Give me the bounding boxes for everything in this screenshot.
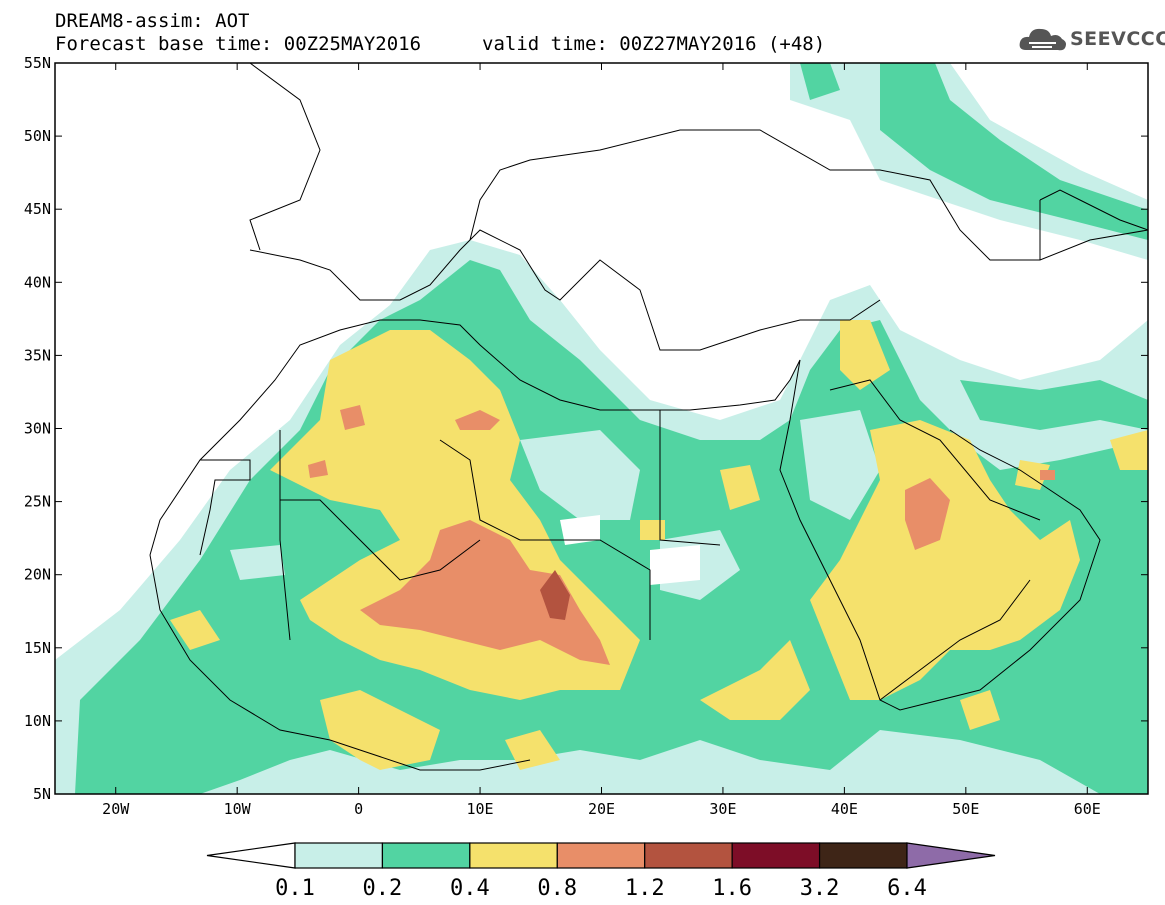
seevccc-logo: SEEVCCC (1018, 24, 1165, 56)
lat-tick-label: 5N (33, 785, 51, 803)
colorbar-label: 0.8 (537, 876, 577, 901)
latitude-axis: 5N 10N 15N 20N 25N 30N 35N 40N 45N 50N 55N (24, 54, 1148, 803)
colorbar-label: 0.2 (363, 876, 403, 901)
coastlines (149, 63, 1148, 771)
colorbar-label: 3.2 (800, 876, 840, 901)
lon-tick-label: 50E (952, 800, 979, 818)
lat-tick-label: 30N (24, 420, 51, 438)
colorbar-label: 1.2 (625, 876, 665, 901)
lat-tick-label: 20N (24, 566, 51, 584)
longitude-axis: 20W 10W 0 10E 20E 30E 40E 50E 60E (102, 63, 1101, 818)
valid-time: valid time: 00Z27MAY2016 (+48) (482, 33, 826, 55)
chart-title: DREAM8-assim: AOT (55, 10, 250, 32)
lon-tick-label: 30E (709, 800, 736, 818)
lat-tick-label: 35N (24, 346, 51, 364)
colorbar-segment (469, 842, 558, 869)
colorbar-segment (906, 842, 996, 869)
colorbar-segment (381, 842, 471, 869)
colorbar-segment (644, 842, 733, 869)
lon-tick-label: 10E (467, 800, 494, 818)
colorbar-label: 0.4 (450, 876, 490, 901)
lat-tick-label: 50N (24, 127, 51, 145)
lon-tick-label: 10W (224, 800, 252, 818)
lon-tick-label: 20W (102, 800, 130, 818)
lon-tick-label: 20E (588, 800, 615, 818)
colorbar-segment (818, 842, 908, 869)
lon-tick-label: 60E (1074, 800, 1101, 818)
cloud-icon (1019, 28, 1066, 51)
lat-tick-label: 45N (24, 200, 51, 218)
lat-tick-label: 40N (24, 273, 51, 291)
colorbar-label: 6.4 (887, 876, 927, 901)
lat-tick-label: 15N (24, 639, 51, 657)
colorbar-segment (206, 842, 296, 869)
lat-tick-label: 55N (24, 54, 51, 72)
forecast-base-time: Forecast base time: 00Z25MAY2016 (55, 33, 422, 55)
colorbar-label: 0.1 (275, 876, 315, 901)
colorbar-segment (294, 842, 384, 869)
colorbar-segment (731, 842, 821, 869)
lat-tick-label: 25N (24, 493, 51, 511)
colorbar-segment (556, 842, 646, 869)
lat-tick-label: 10N (24, 712, 51, 730)
logo-text: SEEVCCC (1070, 28, 1165, 50)
colorbar: 0.1 0.2 0.4 0.8 1.2 1.6 3.2 6.4 (206, 842, 996, 901)
lon-tick-label: 0 (354, 800, 363, 818)
colorbar-label: 1.6 (712, 876, 752, 901)
lon-tick-label: 40E (831, 800, 858, 818)
